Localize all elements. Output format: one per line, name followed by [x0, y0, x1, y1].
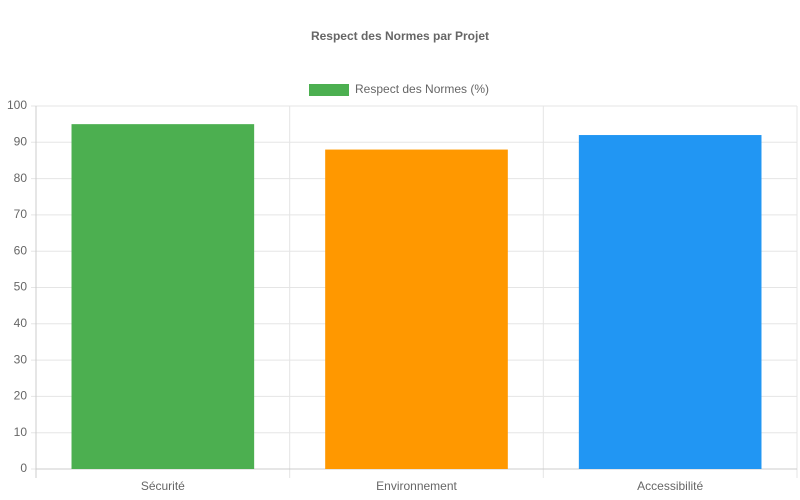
y-tick-label: 60 [14, 243, 28, 257]
y-tick-label: 90 [14, 134, 28, 148]
y-tick-label: 20 [14, 389, 28, 403]
x-tick-label: Accessibilité [637, 479, 703, 493]
x-tick-label: Environnement [376, 479, 457, 493]
y-tick-label: 10 [14, 425, 28, 439]
bar [578, 135, 762, 470]
y-tick-label: 70 [14, 207, 28, 221]
legend-swatch [309, 84, 349, 96]
y-tick-label: 100 [7, 98, 27, 112]
legend-label: Respect des Normes (%) [355, 82, 489, 96]
y-tick-label: 0 [20, 461, 27, 475]
bar [325, 149, 508, 469]
x-tick-label: Sécurité [141, 479, 185, 493]
chart-title: Respect des Normes par Projet [311, 29, 489, 43]
y-tick-label: 50 [14, 280, 28, 294]
bar [71, 124, 255, 470]
y-tick-label: 40 [14, 316, 28, 330]
y-tick-label: 30 [14, 352, 28, 366]
y-tick-label: 80 [14, 171, 28, 185]
